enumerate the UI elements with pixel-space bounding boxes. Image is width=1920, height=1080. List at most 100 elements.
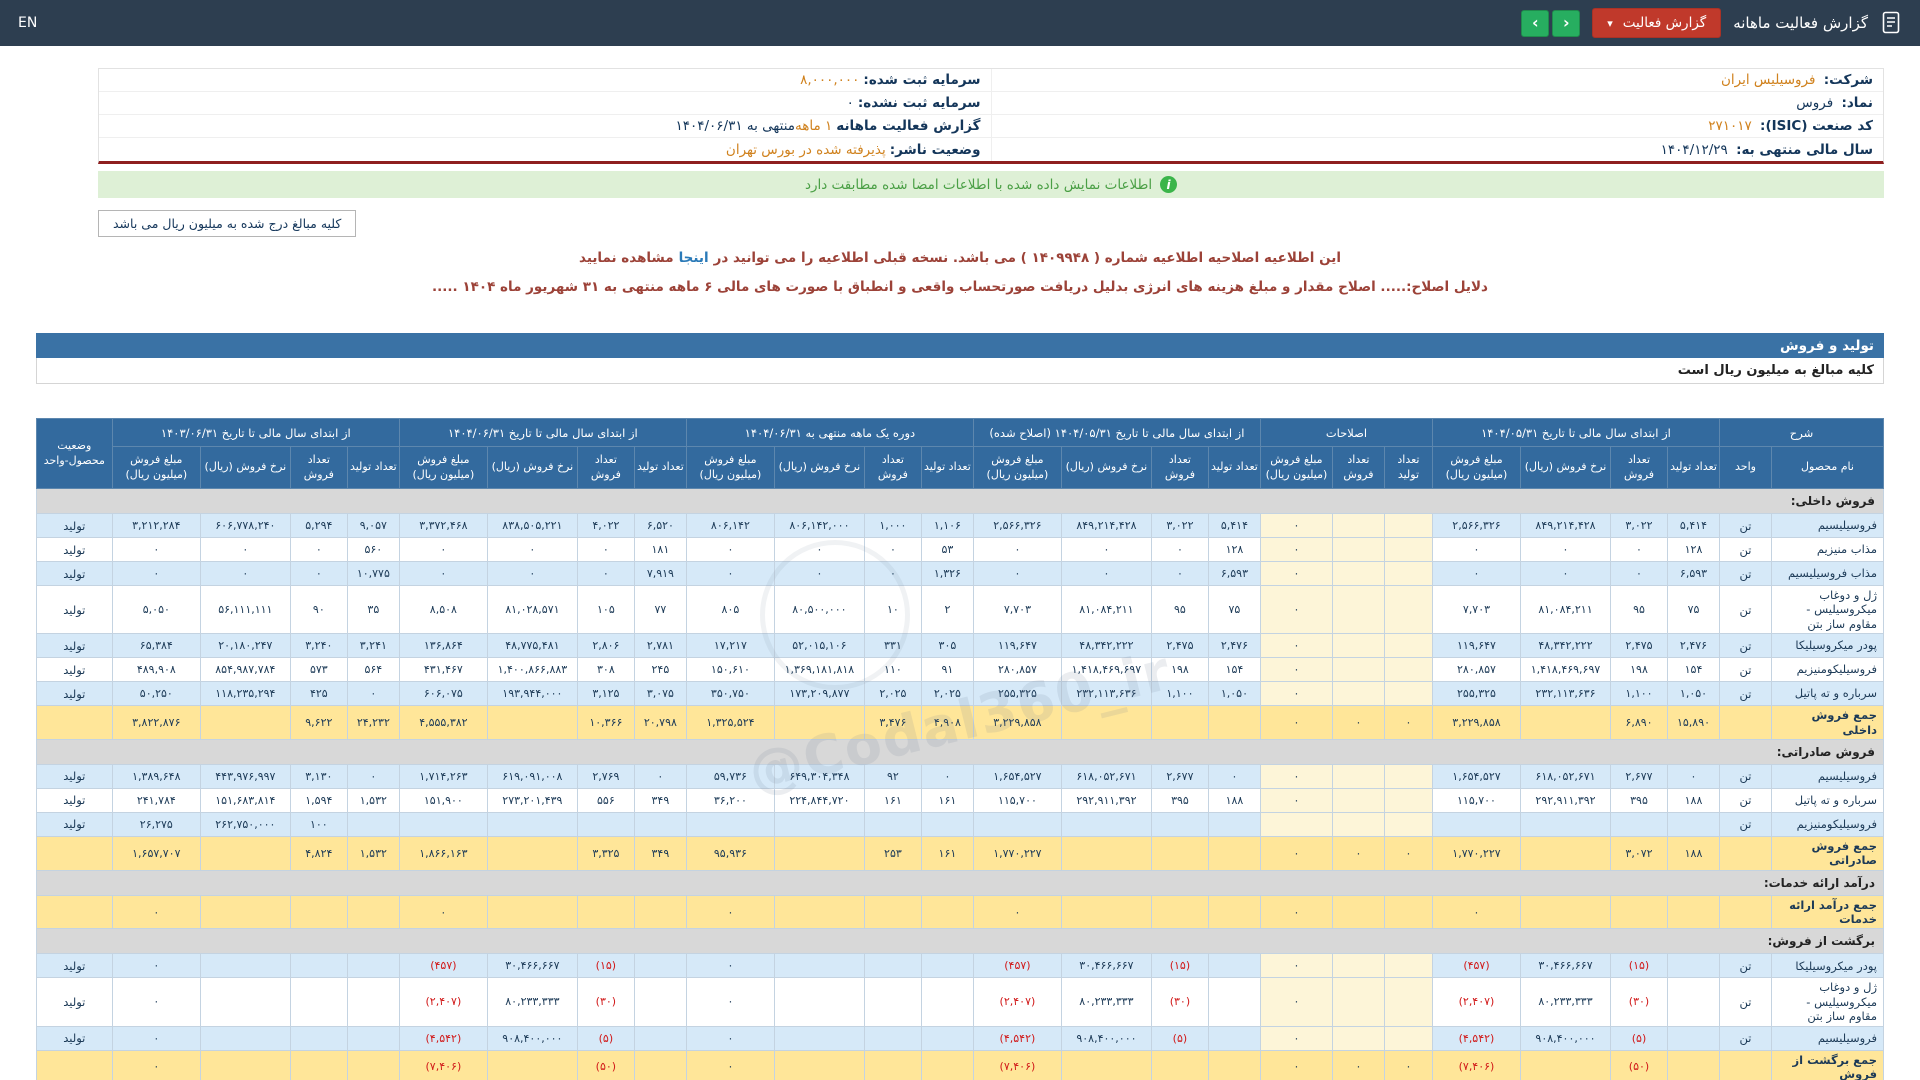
unit-cell: تن <box>1720 514 1772 538</box>
value-cell: ۲,۵۶۶,۳۲۶ <box>973 514 1061 538</box>
value-cell <box>1151 706 1208 740</box>
value-cell <box>200 978 290 1026</box>
value-cell <box>1384 658 1432 682</box>
value-cell: ۱,۳۲۵,۵۲۴ <box>686 706 774 740</box>
value-cell: ۰ <box>1151 562 1208 586</box>
value-cell: (۴۵۷) <box>1432 954 1520 978</box>
value-cell <box>774 954 864 978</box>
product-name-cell: جمع برگشت از فروش <box>1772 1050 1884 1080</box>
value-cell <box>1332 682 1384 706</box>
sum-row: جمع فروش داخلی۱۵,۸۹۰۶,۸۹۰۳,۲۲۹,۸۵۸۰۰۰۳,۲… <box>36 706 1883 740</box>
unit-cell: تن <box>1720 634 1772 658</box>
value-cell: ۰ <box>1260 682 1332 706</box>
value-cell: (۵) <box>1611 1026 1668 1050</box>
value-cell: ۰ <box>112 895 200 929</box>
value-cell: ۰ <box>1260 836 1332 870</box>
product-status-cell: تولید <box>36 764 112 788</box>
value-cell <box>774 1050 864 1080</box>
next-announcement-button[interactable]: ‹ <box>1552 10 1580 37</box>
value-cell <box>290 1050 347 1080</box>
value-cell: ۱,۷۱۴,۲۶۳ <box>399 764 487 788</box>
section-row: فروش داخلی: <box>36 489 1883 514</box>
value-cell: (۷,۴۰۶) <box>973 1050 1061 1080</box>
value-cell: ۱,۳۲۶ <box>921 562 973 586</box>
value-cell <box>1432 812 1520 836</box>
ticker-symbol-field: نماد: فروس <box>992 95 1884 111</box>
value-cell: ۰ <box>1521 562 1611 586</box>
value-cell: ۲۶۲,۷۵۰,۰۰۰ <box>200 812 290 836</box>
product-status-cell: تولید <box>36 514 112 538</box>
value-cell: ۵۰,۲۵۰ <box>112 682 200 706</box>
value-cell: ۰ <box>399 538 487 562</box>
revision-notice-text: این اطلاعیه اصلاحیه اطلاعیه شماره ( ۱۴۰۹… <box>714 250 1341 266</box>
value-cell: ۹۰۸,۴۰۰,۰۰۰ <box>1061 1026 1151 1050</box>
fiscal-year-value: ۱۴۰۴/۱۲/۲۹ <box>1661 142 1728 158</box>
value-cell: ۱,۰۵۰ <box>1668 682 1720 706</box>
value-cell: ۳,۰۷۲ <box>1611 836 1668 870</box>
value-cell: ۱,۶۵۴,۵۲۷ <box>973 764 1061 788</box>
value-cell: ۱,۴۱۸,۴۶۹,۶۹۷ <box>1061 658 1151 682</box>
language-toggle-en[interactable]: EN <box>18 15 37 31</box>
value-cell <box>200 706 290 740</box>
value-cell: ۲۰,۷۹۸ <box>634 706 686 740</box>
value-cell <box>399 812 487 836</box>
value-cell: ۵,۴۱۴ <box>1208 514 1260 538</box>
product-name-cell: سرباره و ته پاتیل <box>1772 788 1884 812</box>
value-cell <box>634 954 686 978</box>
value-cell <box>1151 1050 1208 1080</box>
value-cell: ۲۴۱,۷۸۴ <box>112 788 200 812</box>
company-info-row: سال مالی منتهی به: ۱۴۰۴/۱۲/۲۹ وضعیت ناشر… <box>99 138 1883 161</box>
value-cell: ۸۰,۲۳۳,۳۳۳ <box>1521 978 1611 1026</box>
topbar: گزارش فعالیت ماهانه گزارش فعالیت ▾ ‹ › E… <box>0 0 1920 46</box>
product-name-cell: ژل و دوغاب میکروسیلیس - مقاوم ساز بتن <box>1772 586 1884 634</box>
value-cell: ۰ <box>686 1050 774 1080</box>
value-cell <box>1668 978 1720 1026</box>
prev-announcement-button[interactable]: › <box>1521 10 1549 37</box>
product-name-cell: جمع درآمد ارائه خدمات <box>1772 895 1884 929</box>
value-cell: ۱۷۳,۲۰۹,۸۷۷ <box>774 682 864 706</box>
product-row: ژل و دوغاب میکروسیلیس - مقاوم ساز بتنتن۷… <box>36 586 1883 634</box>
product-row: مذاب منیزیمتن۱۲۸۰۰۰۰۱۲۸۰۰۰۵۳۰۰۰۱۸۱۰۰۰۵۶۰… <box>36 538 1883 562</box>
value-cell: ۰ <box>774 562 864 586</box>
value-cell: ۱,۱۰۰ <box>1611 682 1668 706</box>
value-cell <box>864 978 921 1026</box>
value-cell: ۶,۵۹۳ <box>1668 562 1720 586</box>
value-cell: ۰ <box>577 562 634 586</box>
column-group-3: دوره یک ماهه منتهی به ۱۴۰۴/۰۶/۳۱ <box>686 419 973 447</box>
product-status-cell: تولید <box>36 562 112 586</box>
value-cell: (۱۵) <box>1151 954 1208 978</box>
value-cell: ۲۰,۱۸۰,۲۴۷ <box>200 634 290 658</box>
previous-version-link[interactable]: اینجا <box>679 250 709 266</box>
value-cell: (۵۰) <box>1611 1050 1668 1080</box>
value-cell: ۶۰۶,۷۷۸,۲۴۰ <box>200 514 290 538</box>
value-cell: ۲,۴۷۵ <box>1151 634 1208 658</box>
value-cell: ۱۱۹,۶۴۷ <box>973 634 1061 658</box>
value-cell: ۰ <box>112 1050 200 1080</box>
unit-cell: تن <box>1720 562 1772 586</box>
value-cell: ۲۸۰,۸۵۷ <box>1432 658 1520 682</box>
production-sales-table-wrap: شرحاز ابتدای سال مالی تا تاریخ ۱۴۰۴/۰۵/۳… <box>36 418 1884 1080</box>
value-cell: ۳,۳۲۵ <box>577 836 634 870</box>
value-cell: (۵) <box>577 1026 634 1050</box>
value-cell: ۲۵۵,۳۲۵ <box>973 682 1061 706</box>
value-cell <box>1332 562 1384 586</box>
value-cell: ۳۰,۴۶۶,۶۶۷ <box>487 954 577 978</box>
value-cell: ۰ <box>290 538 347 562</box>
value-cell <box>1521 812 1611 836</box>
value-cell: ۱,۴۰۰,۸۶۶,۸۸۳ <box>487 658 577 682</box>
value-cell: ۰ <box>1332 836 1384 870</box>
product-status-cell <box>36 836 112 870</box>
value-cell: ۴۲۵ <box>290 682 347 706</box>
sum-row: جمع برگشت از فروش(۵۰)(۷,۴۰۶)۰۰۰(۷,۴۰۶)۰(… <box>36 1050 1883 1080</box>
product-name-cell: ژل و دوغاب میکروسیلیس - مقاوم ساز بتن <box>1772 978 1884 1026</box>
report-type-dropdown[interactable]: گزارش فعالیت ▾ <box>1592 8 1721 38</box>
value-cell: (۵۰) <box>577 1050 634 1080</box>
column-subheader: تعداد فروش <box>864 447 921 489</box>
value-cell: ۳۵۰,۷۵۰ <box>686 682 774 706</box>
value-cell <box>290 978 347 1026</box>
unit-cell <box>1720 895 1772 929</box>
value-cell <box>1384 812 1432 836</box>
unit-cell: تن <box>1720 538 1772 562</box>
value-cell: ۰ <box>1260 514 1332 538</box>
value-cell <box>1208 1050 1260 1080</box>
